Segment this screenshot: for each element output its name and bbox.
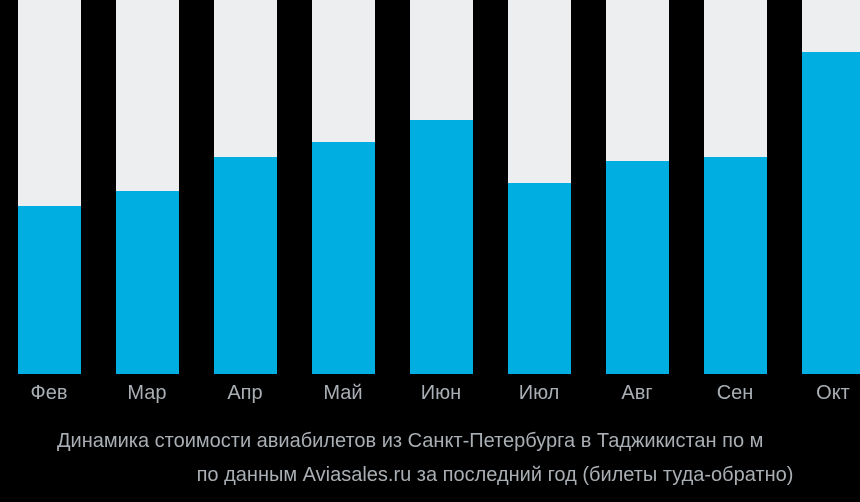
bar-slot (686, 0, 784, 374)
bar-track (508, 0, 571, 374)
bar-fill (606, 161, 669, 374)
bar-slot (392, 0, 490, 374)
bar-slot (784, 0, 860, 374)
bar-track (18, 0, 81, 374)
price-dynamics-chart: ФевМарАпрМайИюнИюлАвгСенОкт Динамика сто… (0, 0, 860, 502)
bar-fill (116, 191, 179, 374)
bar-slot (196, 0, 294, 374)
bar-track (312, 0, 375, 374)
bar-slot (98, 0, 196, 374)
bar-track (410, 0, 473, 374)
x-axis-label: Июн (392, 378, 490, 408)
bar-fill (802, 52, 860, 374)
chart-caption-line1: Динамика стоимости авиабилетов из Санкт-… (0, 424, 860, 458)
bar-track (802, 0, 860, 374)
bar-fill (312, 142, 375, 374)
x-axis-label: Апр (196, 378, 294, 408)
x-axis-label: Окт (784, 378, 860, 408)
bar-slot (490, 0, 588, 374)
x-axis-label: Май (294, 378, 392, 408)
bar-track (704, 0, 767, 374)
bar-track (606, 0, 669, 374)
bar-slot (294, 0, 392, 374)
x-axis-label: Мар (98, 378, 196, 408)
plot-area (0, 0, 860, 374)
bar-fill (214, 157, 277, 374)
chart-caption-line2: по данным Aviasales.ru за последний год … (0, 458, 860, 492)
bar-fill (18, 206, 81, 374)
x-axis-label: Сен (686, 378, 784, 408)
bar-track (116, 0, 179, 374)
x-axis-label: Июл (490, 378, 588, 408)
x-axis-label: Авг (588, 378, 686, 408)
bar-fill (704, 157, 767, 374)
x-axis-label: Фев (0, 378, 98, 408)
x-axis-labels: ФевМарАпрМайИюнИюлАвгСенОкт (0, 378, 860, 408)
bar-slot (588, 0, 686, 374)
bar-track (214, 0, 277, 374)
bar-slot (0, 0, 98, 374)
bar-fill (410, 120, 473, 374)
bar-fill (508, 183, 571, 374)
